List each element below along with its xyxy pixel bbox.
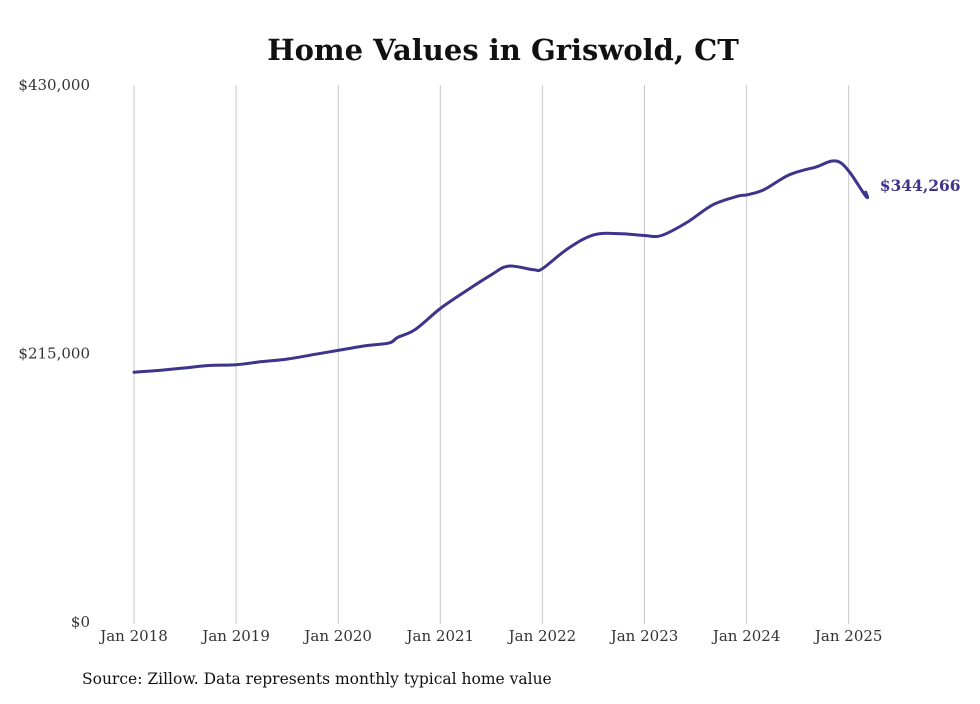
x-tick-label: Jan 2020 <box>302 627 372 645</box>
series-line <box>132 159 870 374</box>
x-tick-label: Jan 2023 <box>609 627 679 645</box>
x-tick-label: Jan 2021 <box>405 627 475 645</box>
x-tick-label: Jan 2018 <box>98 627 168 645</box>
y-tick-label: $430,000 <box>18 76 90 94</box>
end-value-label: $344,266 <box>880 176 961 195</box>
grid-lines <box>133 85 850 624</box>
source-note: Source: Zillow. Data represents monthly … <box>82 670 552 688</box>
y-tick-label: $0 <box>71 613 90 631</box>
y-axis: $0 $215,000 $430,000 <box>18 76 90 631</box>
x-tick-label: Jan 2019 <box>200 627 270 645</box>
x-tick-label: Jan 2025 <box>813 627 883 645</box>
x-axis: Jan 2018 Jan 2019 Jan 2020 Jan 2021 Jan 2022… <box>98 627 882 645</box>
x-tick-label: Jan 2024 <box>711 627 781 645</box>
x-tick-label: Jan 2022 <box>507 627 577 645</box>
y-tick-label: $215,000 <box>18 345 90 363</box>
chart-title: Home Values in Griswold, CT <box>267 33 739 67</box>
